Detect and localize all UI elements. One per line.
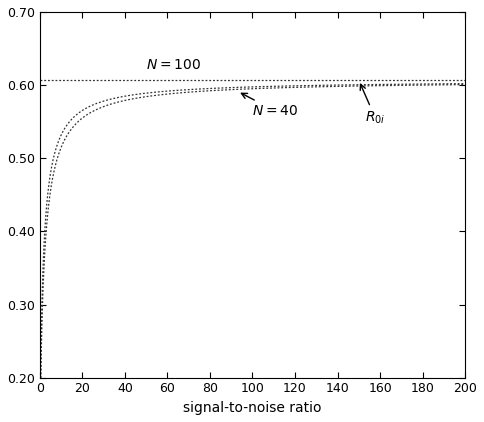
Text: $N = 100$: $N = 100$: [146, 58, 201, 72]
X-axis label: signal-to-noise ratio: signal-to-noise ratio: [183, 401, 322, 415]
Text: $N = 40$: $N = 40$: [242, 93, 299, 118]
Text: $R_{0i}$: $R_{0i}$: [360, 84, 386, 126]
